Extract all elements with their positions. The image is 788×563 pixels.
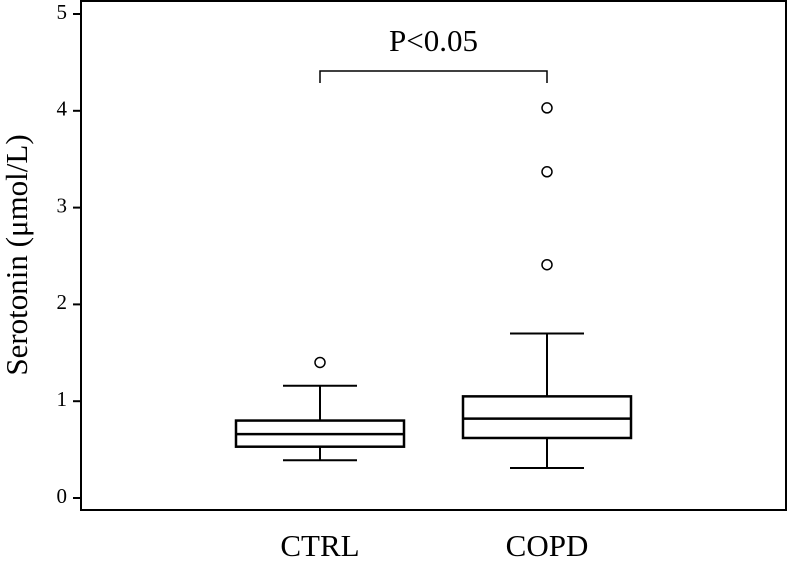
outlier	[314, 356, 326, 369]
significance-bracket	[319, 70, 548, 83]
y-axis-label: Serotonin (μmol/L)	[0, 134, 34, 375]
y-tick-label: 4	[57, 97, 68, 121]
annotation: P<0.05	[389, 23, 478, 58]
box	[461, 395, 633, 440]
y-tick-label: 5	[57, 0, 68, 24]
outlier	[541, 166, 553, 178]
x-tick-label: COPD	[506, 528, 589, 563]
y-tick-label: 2	[57, 290, 68, 314]
outlier	[541, 102, 553, 114]
x-tick-label: CTRL	[280, 528, 359, 563]
outlier	[541, 258, 553, 271]
y-tick-label: 1	[57, 387, 68, 411]
y-tick-label: 3	[57, 193, 68, 217]
y-tick-label: 0	[57, 484, 68, 508]
plot-frame	[80, 0, 787, 511]
